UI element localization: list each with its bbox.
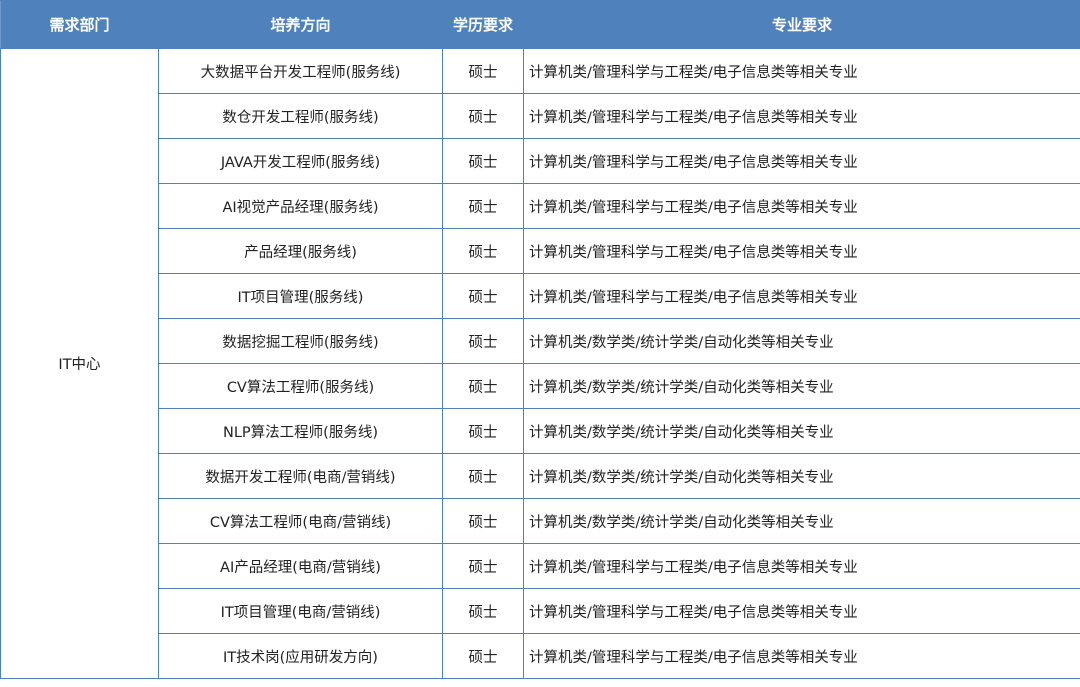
major-cell: 计算机类/数学类/统计学类/自动化类等相关专业 [523,318,1080,364]
major-cell: 计算机类/管理科学与工程类/电子信息类等相关专业 [523,273,1080,319]
major-cell: 计算机类/数学类/统计学类/自动化类等相关专业 [523,498,1080,544]
table-row: 数据挖掘工程师(服务线) 硕士 计算机类/数学类/统计学类/自动化类等相关专业 [1,318,1080,364]
degree-cell: 硕士 [442,48,524,94]
direction-cell: CV算法工程师(服务线) [158,363,443,409]
degree-cell: 硕士 [442,408,524,454]
direction-cell: JAVA开发工程师(服务线) [158,138,443,184]
major-cell: 计算机类/数学类/统计学类/自动化类等相关专业 [523,453,1080,499]
table-body: IT中心 大数据平台开发工程师(服务线) 硕士 计算机类/管理科学与工程类/电子信息类… [0,48,1080,679]
table-row: 产品经理(服务线) 硕士 计算机类/管理科学与工程类/电子信息类等相关专业 [1,228,1080,274]
header-degree: 学历要求 [442,0,524,49]
direction-cell: 产品经理(服务线) [158,228,443,274]
header-major: 专业要求 [523,0,1080,49]
major-cell: 计算机类/管理科学与工程类/电子信息类等相关专业 [523,633,1080,679]
degree-cell: 硕士 [442,183,524,229]
major-cell: 计算机类/管理科学与工程类/电子信息类等相关专业 [523,183,1080,229]
direction-cell: IT项目管理(服务线) [158,273,443,319]
table-row: IT中心 大数据平台开发工程师(服务线) 硕士 计算机类/管理科学与工程类/电子信息类… [0,48,1080,679]
direction-cell: IT项目管理(电商/营销线) [158,588,443,634]
degree-cell: 硕士 [442,138,524,184]
header-row: 需求部门 培养方向 学历要求 专业要求 [0,0,1080,49]
header-direction: 培养方向 [158,0,443,49]
table-row: IT项目管理(电商/营销线) 硕士 计算机类/管理科学与工程类/电子信息类等相关专业 [1,588,1080,634]
table-row: JAVA开发工程师(服务线) 硕士 计算机类/管理科学与工程类/电子信息类等相关专业 [1,138,1080,184]
table-row: CV算法工程师(电商/营销线) 硕士 计算机类/数学类/统计学类/自动化类等相关专业 [1,498,1080,544]
direction-cell: NLP算法工程师(服务线) [158,408,443,454]
degree-cell: 硕士 [442,633,524,679]
degree-cell: 硕士 [442,588,524,634]
degree-cell: 硕士 [442,228,524,274]
direction-cell: CV算法工程师(电商/营销线) [158,498,443,544]
major-cell: 计算机类/管理科学与工程类/电子信息类等相关专业 [523,48,1080,94]
degree-cell: 硕士 [442,453,524,499]
table-row: AI产品经理(电商/营销线) 硕士 计算机类/管理科学与工程类/电子信息类等相关专业 [1,543,1080,589]
major-cell: 计算机类/数学类/统计学类/自动化类等相关专业 [523,363,1080,409]
table-row: 数仓开发工程师(服务线) 硕士 计算机类/管理科学与工程类/电子信息类等相关专业 [1,93,1080,139]
direction-cell: 数据开发工程师(电商/营销线) [158,453,443,499]
direction-cell: 大数据平台开发工程师(服务线) [158,48,443,94]
major-cell: 计算机类/管理科学与工程类/电子信息类等相关专业 [523,228,1080,274]
major-cell: 计算机类/管理科学与工程类/电子信息类等相关专业 [523,588,1080,634]
direction-cell: AI视觉产品经理(服务线) [158,183,443,229]
degree-cell: 硕士 [442,318,524,364]
table-row: 数据开发工程师(电商/营销线) 硕士 计算机类/数学类/统计学类/自动化类等相关专业 [1,453,1080,499]
direction-cell: AI产品经理(电商/营销线) [158,543,443,589]
table-row: NLP算法工程师(服务线) 硕士 计算机类/数学类/统计学类/自动化类等相关专业 [1,408,1080,454]
degree-cell: 硕士 [442,93,524,139]
table-row: CV算法工程师(服务线) 硕士 计算机类/数学类/统计学类/自动化类等相关专业 [1,363,1080,409]
direction-cell: 数据挖掘工程师(服务线) [158,318,443,364]
major-cell: 计算机类/管理科学与工程类/电子信息类等相关专业 [523,93,1080,139]
table-row: IT项目管理(服务线) 硕士 计算机类/管理科学与工程类/电子信息类等相关专业 [1,273,1080,319]
degree-cell: 硕士 [442,363,524,409]
direction-cell: IT技术岗(应用研发方向) [158,633,443,679]
direction-cell: 数仓开发工程师(服务线) [158,93,443,139]
degree-cell: 硕士 [442,543,524,589]
degree-cell: 硕士 [442,498,524,544]
major-cell: 计算机类/管理科学与工程类/电子信息类等相关专业 [523,543,1080,589]
table-row: AI视觉产品经理(服务线) 硕士 计算机类/管理科学与工程类/电子信息类等相关专业 [1,183,1080,229]
header-department: 需求部门 [0,0,159,49]
major-cell: 计算机类/数学类/统计学类/自动化类等相关专业 [523,408,1080,454]
table-row: IT技术岗(应用研发方向) 硕士 计算机类/管理科学与工程类/电子信息类等相关专业 [1,633,1080,679]
degree-cell: 硕士 [442,273,524,319]
department-cell: IT中心 [0,48,159,679]
major-cell: 计算机类/管理科学与工程类/电子信息类等相关专业 [523,138,1080,184]
